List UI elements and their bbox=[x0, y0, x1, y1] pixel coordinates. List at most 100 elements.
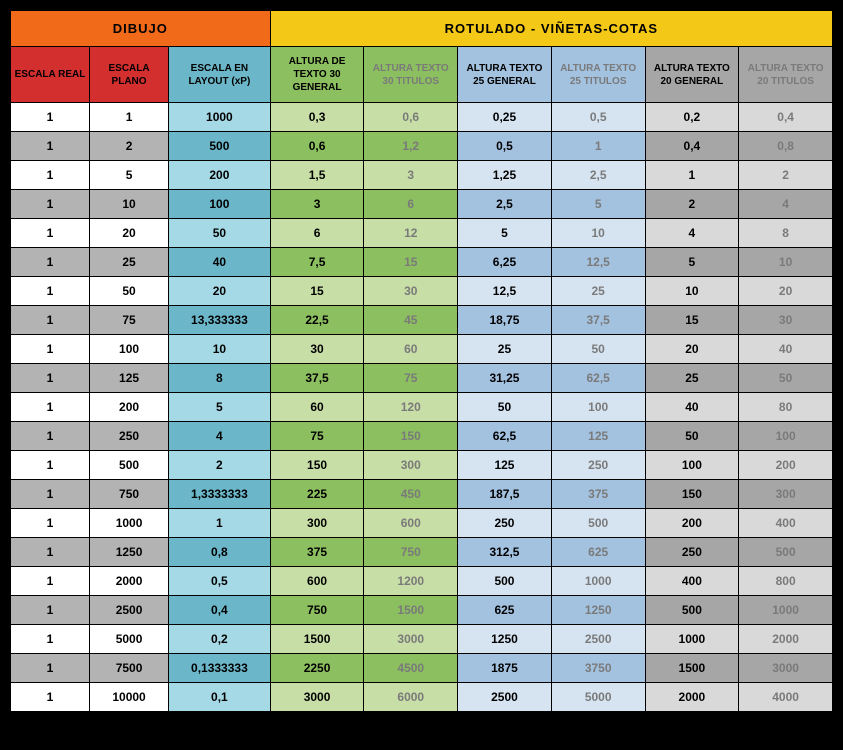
cell-escala_real: 1 bbox=[11, 364, 90, 393]
cell-t20_general: 250 bbox=[645, 538, 739, 567]
cell-t20_titulos: 30 bbox=[739, 306, 833, 335]
cell-t25_titulos: 0,5 bbox=[551, 103, 645, 132]
cell-t30_general: 6 bbox=[270, 219, 364, 248]
cell-escala_plano: 2 bbox=[90, 132, 169, 161]
cell-t30_general: 225 bbox=[270, 480, 364, 509]
cell-escala_real: 1 bbox=[11, 190, 90, 219]
cell-t25_titulos: 625 bbox=[551, 538, 645, 567]
cell-t25_titulos: 1 bbox=[551, 132, 645, 161]
cell-escala_layout: 13,333333 bbox=[169, 306, 271, 335]
col-header-t30_general: ALTURA DE TEXTO 30 GENERAL bbox=[270, 47, 364, 103]
cell-t30_titulos: 6000 bbox=[364, 683, 458, 712]
table-row: 15002150300125250100200 bbox=[11, 451, 833, 480]
header-dibujo: DIBUJO bbox=[11, 11, 271, 47]
cell-t20_general: 0,2 bbox=[645, 103, 739, 132]
table-row: 110010306025502040 bbox=[11, 335, 833, 364]
cell-t30_titulos: 12 bbox=[364, 219, 458, 248]
cell-escala_plano: 750 bbox=[90, 480, 169, 509]
cell-t30_titulos: 750 bbox=[364, 538, 458, 567]
cell-t30_titulos: 450 bbox=[364, 480, 458, 509]
cell-t25_titulos: 10 bbox=[551, 219, 645, 248]
cell-t20_titulos: 40 bbox=[739, 335, 833, 364]
cell-t25_general: 312,5 bbox=[458, 538, 552, 567]
cell-t25_titulos: 5000 bbox=[551, 683, 645, 712]
table-row: 150000,2150030001250250010002000 bbox=[11, 625, 833, 654]
cell-t20_general: 5 bbox=[645, 248, 739, 277]
cell-t30_general: 3 bbox=[270, 190, 364, 219]
cell-t25_titulos: 2,5 bbox=[551, 161, 645, 190]
cell-escala_real: 1 bbox=[11, 103, 90, 132]
cell-escala_real: 1 bbox=[11, 451, 90, 480]
header-rotulado: ROTULADO - VIÑETAS-COTAS bbox=[270, 11, 832, 47]
cell-t25_general: 0,5 bbox=[458, 132, 552, 161]
cell-escala_plano: 5000 bbox=[90, 625, 169, 654]
cell-t30_titulos: 3 bbox=[364, 161, 458, 190]
table-row: 1100000,1300060002500500020004000 bbox=[11, 683, 833, 712]
cell-escala_real: 1 bbox=[11, 596, 90, 625]
cell-t30_general: 2250 bbox=[270, 654, 364, 683]
table-row: 15020153012,5251020 bbox=[11, 277, 833, 306]
cell-t30_titulos: 150 bbox=[364, 422, 458, 451]
cell-t20_titulos: 2000 bbox=[739, 625, 833, 654]
col-header-escala_real: ESCALA REAL bbox=[11, 47, 90, 103]
cell-t25_general: 5 bbox=[458, 219, 552, 248]
table-body: 1110000,30,60,250,50,20,4125000,61,20,51… bbox=[11, 103, 833, 712]
cell-t25_general: 187,5 bbox=[458, 480, 552, 509]
cell-t20_titulos: 4 bbox=[739, 190, 833, 219]
cell-escala_real: 1 bbox=[11, 538, 90, 567]
cell-escala_layout: 0,1 bbox=[169, 683, 271, 712]
cell-t20_general: 1000 bbox=[645, 625, 739, 654]
cell-escala_layout: 200 bbox=[169, 161, 271, 190]
cell-t30_titulos: 6 bbox=[364, 190, 458, 219]
cell-t25_titulos: 50 bbox=[551, 335, 645, 364]
cell-escala_layout: 2 bbox=[169, 451, 271, 480]
scale-table: DIBUJO ROTULADO - VIÑETAS-COTAS ESCALA R… bbox=[10, 10, 833, 712]
cell-t20_general: 500 bbox=[645, 596, 739, 625]
cell-t25_general: 18,75 bbox=[458, 306, 552, 335]
table-row: 1205061251048 bbox=[11, 219, 833, 248]
table-row: 112500,8375750312,5625250500 bbox=[11, 538, 833, 567]
cell-t30_titulos: 1200 bbox=[364, 567, 458, 596]
col-header-escala_layout: ESCALA EN LAYOUT (xP) bbox=[169, 47, 271, 103]
cell-t30_general: 15 bbox=[270, 277, 364, 306]
cell-t30_general: 750 bbox=[270, 596, 364, 625]
cell-t25_general: 250 bbox=[458, 509, 552, 538]
cell-escala_plano: 50 bbox=[90, 277, 169, 306]
sub-header-row: ESCALA REALESCALA PLANOESCALA EN LAYOUT … bbox=[11, 47, 833, 103]
cell-escala_real: 1 bbox=[11, 567, 90, 596]
cell-t25_titulos: 1000 bbox=[551, 567, 645, 596]
cell-escala_layout: 500 bbox=[169, 132, 271, 161]
cell-t20_general: 20 bbox=[645, 335, 739, 364]
cell-escala_layout: 4 bbox=[169, 422, 271, 451]
cell-escala_real: 1 bbox=[11, 335, 90, 364]
cell-escala_layout: 1000 bbox=[169, 103, 271, 132]
cell-escala_real: 1 bbox=[11, 132, 90, 161]
cell-t25_titulos: 37,5 bbox=[551, 306, 645, 335]
cell-t25_general: 2500 bbox=[458, 683, 552, 712]
cell-t20_titulos: 50 bbox=[739, 364, 833, 393]
cell-escala_layout: 100 bbox=[169, 190, 271, 219]
col-header-escala_plano: ESCALA PLANO bbox=[90, 47, 169, 103]
cell-t20_general: 0,4 bbox=[645, 132, 739, 161]
cell-escala_layout: 0,8 bbox=[169, 538, 271, 567]
col-header-t20_titulos: ALTURA TEXTO 20 TITULOS bbox=[739, 47, 833, 103]
cell-t30_titulos: 4500 bbox=[364, 654, 458, 683]
cell-t25_general: 12,5 bbox=[458, 277, 552, 306]
cell-escala_plano: 1 bbox=[90, 103, 169, 132]
cell-t25_general: 125 bbox=[458, 451, 552, 480]
cell-escala_plano: 7500 bbox=[90, 654, 169, 683]
table-row: 152001,531,252,512 bbox=[11, 161, 833, 190]
cell-t30_general: 7,5 bbox=[270, 248, 364, 277]
cell-t20_general: 50 bbox=[645, 422, 739, 451]
cell-t20_titulos: 800 bbox=[739, 567, 833, 596]
cell-t20_titulos: 200 bbox=[739, 451, 833, 480]
cell-t20_general: 4 bbox=[645, 219, 739, 248]
cell-escala_plano: 5 bbox=[90, 161, 169, 190]
cell-escala_real: 1 bbox=[11, 277, 90, 306]
cell-t20_titulos: 500 bbox=[739, 538, 833, 567]
cell-t30_titulos: 0,6 bbox=[364, 103, 458, 132]
cell-t30_general: 0,3 bbox=[270, 103, 364, 132]
cell-t25_titulos: 12,5 bbox=[551, 248, 645, 277]
cell-t30_titulos: 45 bbox=[364, 306, 458, 335]
cell-t20_general: 1 bbox=[645, 161, 739, 190]
